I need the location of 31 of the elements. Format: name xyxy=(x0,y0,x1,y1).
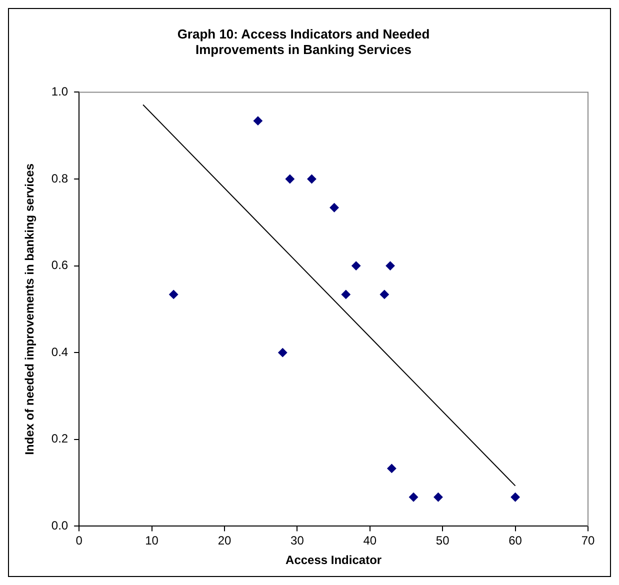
point xyxy=(278,348,288,358)
y-tick-label: 0.2 xyxy=(51,432,68,446)
point xyxy=(386,261,395,270)
point xyxy=(434,492,443,502)
x-tick-label: 50 xyxy=(436,534,450,548)
point xyxy=(380,290,389,299)
x-axis-title: Access Indicator xyxy=(286,553,382,568)
y-tick-label: 0.8 xyxy=(51,171,68,186)
x-tick-label: 10 xyxy=(145,534,159,548)
y-axis-title: Index of needed improvements in banking services xyxy=(22,163,37,455)
point xyxy=(352,261,361,270)
y-tick-label: 0.6 xyxy=(51,258,68,272)
point xyxy=(307,174,316,184)
point xyxy=(510,492,520,502)
point xyxy=(330,203,339,212)
x-tick-label: 40 xyxy=(363,534,377,548)
point xyxy=(341,290,350,299)
chart-title: Graph 10: Access Indicators and Needed Improvements in Banking Services xyxy=(177,26,430,57)
x-tick-label: 20 xyxy=(218,534,232,548)
point xyxy=(285,174,294,184)
point xyxy=(169,290,178,299)
x-tick-label: 30 xyxy=(290,534,304,548)
x-tick-label: 70 xyxy=(581,534,595,548)
point xyxy=(387,464,396,473)
x-tick-label: 0 xyxy=(76,534,83,548)
point xyxy=(253,116,262,126)
point xyxy=(409,492,418,502)
y-tick-label: 1.0 xyxy=(51,84,68,99)
x-tick-label: 60 xyxy=(508,534,522,548)
y-tick-label: 0.0 xyxy=(51,518,68,533)
y-tick-label: 0.4 xyxy=(51,344,68,359)
